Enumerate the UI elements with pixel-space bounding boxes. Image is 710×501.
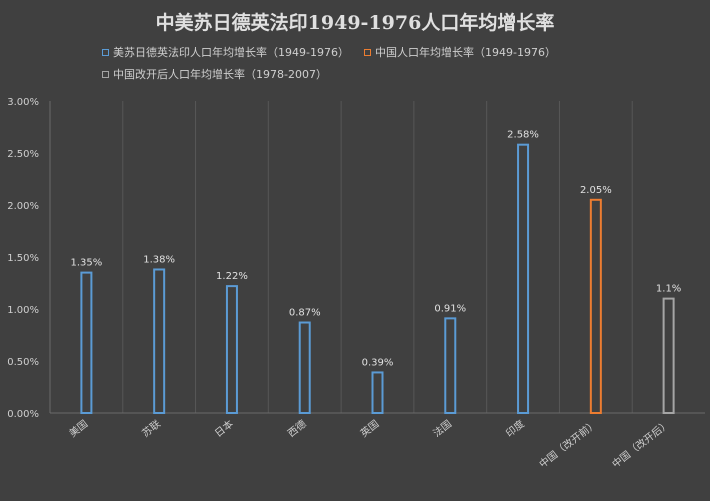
data-label: 0.39%: [362, 357, 394, 368]
data-label: 1.38%: [143, 254, 175, 265]
y-tick-label: 0.00%: [7, 409, 39, 420]
data-label: 1.1%: [656, 284, 681, 295]
legend-swatch-1: [102, 48, 109, 56]
legend-swatch-3: [102, 70, 109, 78]
legend-label-2: 中国人口年均增长率（1949-1976）: [375, 46, 556, 59]
bar: [662, 297, 675, 415]
bar: [153, 268, 166, 415]
legend-swatch-2: [364, 48, 371, 56]
y-tick-label: 0.50%: [7, 357, 39, 368]
bar: [589, 198, 602, 414]
x-tick-label: 日本: [212, 417, 236, 440]
x-tick-label: 中国（改开前）: [537, 417, 600, 470]
data-label: 2.58%: [507, 130, 539, 141]
legend-item-2: 中国人口年均增长率（1949-1976）: [364, 44, 556, 60]
x-tick-label: 西德: [285, 417, 309, 440]
legend-item-3: 中国改开后人口年均增长率（1978-2007）: [102, 66, 327, 82]
bar: [444, 317, 457, 414]
y-tick-label: 3.00%: [7, 97, 39, 108]
data-label: 2.05%: [580, 185, 612, 196]
x-tick-label: 印度: [503, 417, 527, 440]
x-tick-label: 苏联: [139, 417, 163, 440]
bar: [371, 371, 384, 415]
y-tick-label: 1.00%: [7, 305, 39, 316]
data-label: 0.91%: [434, 303, 466, 314]
chart-title: 中美苏日德英法印1949-1976人口年均增长率: [155, 12, 555, 34]
x-tick-label: 中国（改开后）: [609, 417, 672, 470]
y-tick-label: 2.50%: [7, 149, 39, 160]
legend-label-1: 美苏日德英法印人口年均增长率（1949-1976）: [113, 46, 349, 59]
data-label: 1.35%: [70, 258, 102, 269]
y-tick-label: 2.00%: [7, 201, 39, 212]
legend-label-3: 中国改开后人口年均增长率（1978-2007）: [113, 68, 327, 81]
y-tick-label: 1.50%: [7, 253, 39, 264]
x-tick-label: 英国: [358, 417, 382, 440]
x-tick-label: 美国: [66, 417, 90, 440]
data-label: 0.87%: [289, 308, 321, 319]
bar: [517, 143, 530, 414]
legend-item-1: 美苏日德英法印人口年均增长率（1949-1976）: [102, 44, 349, 60]
bar: [225, 285, 238, 414]
x-tick-label: 法国: [430, 417, 454, 440]
bar: [298, 321, 311, 414]
bar: [80, 271, 93, 414]
data-label: 1.22%: [216, 271, 248, 282]
